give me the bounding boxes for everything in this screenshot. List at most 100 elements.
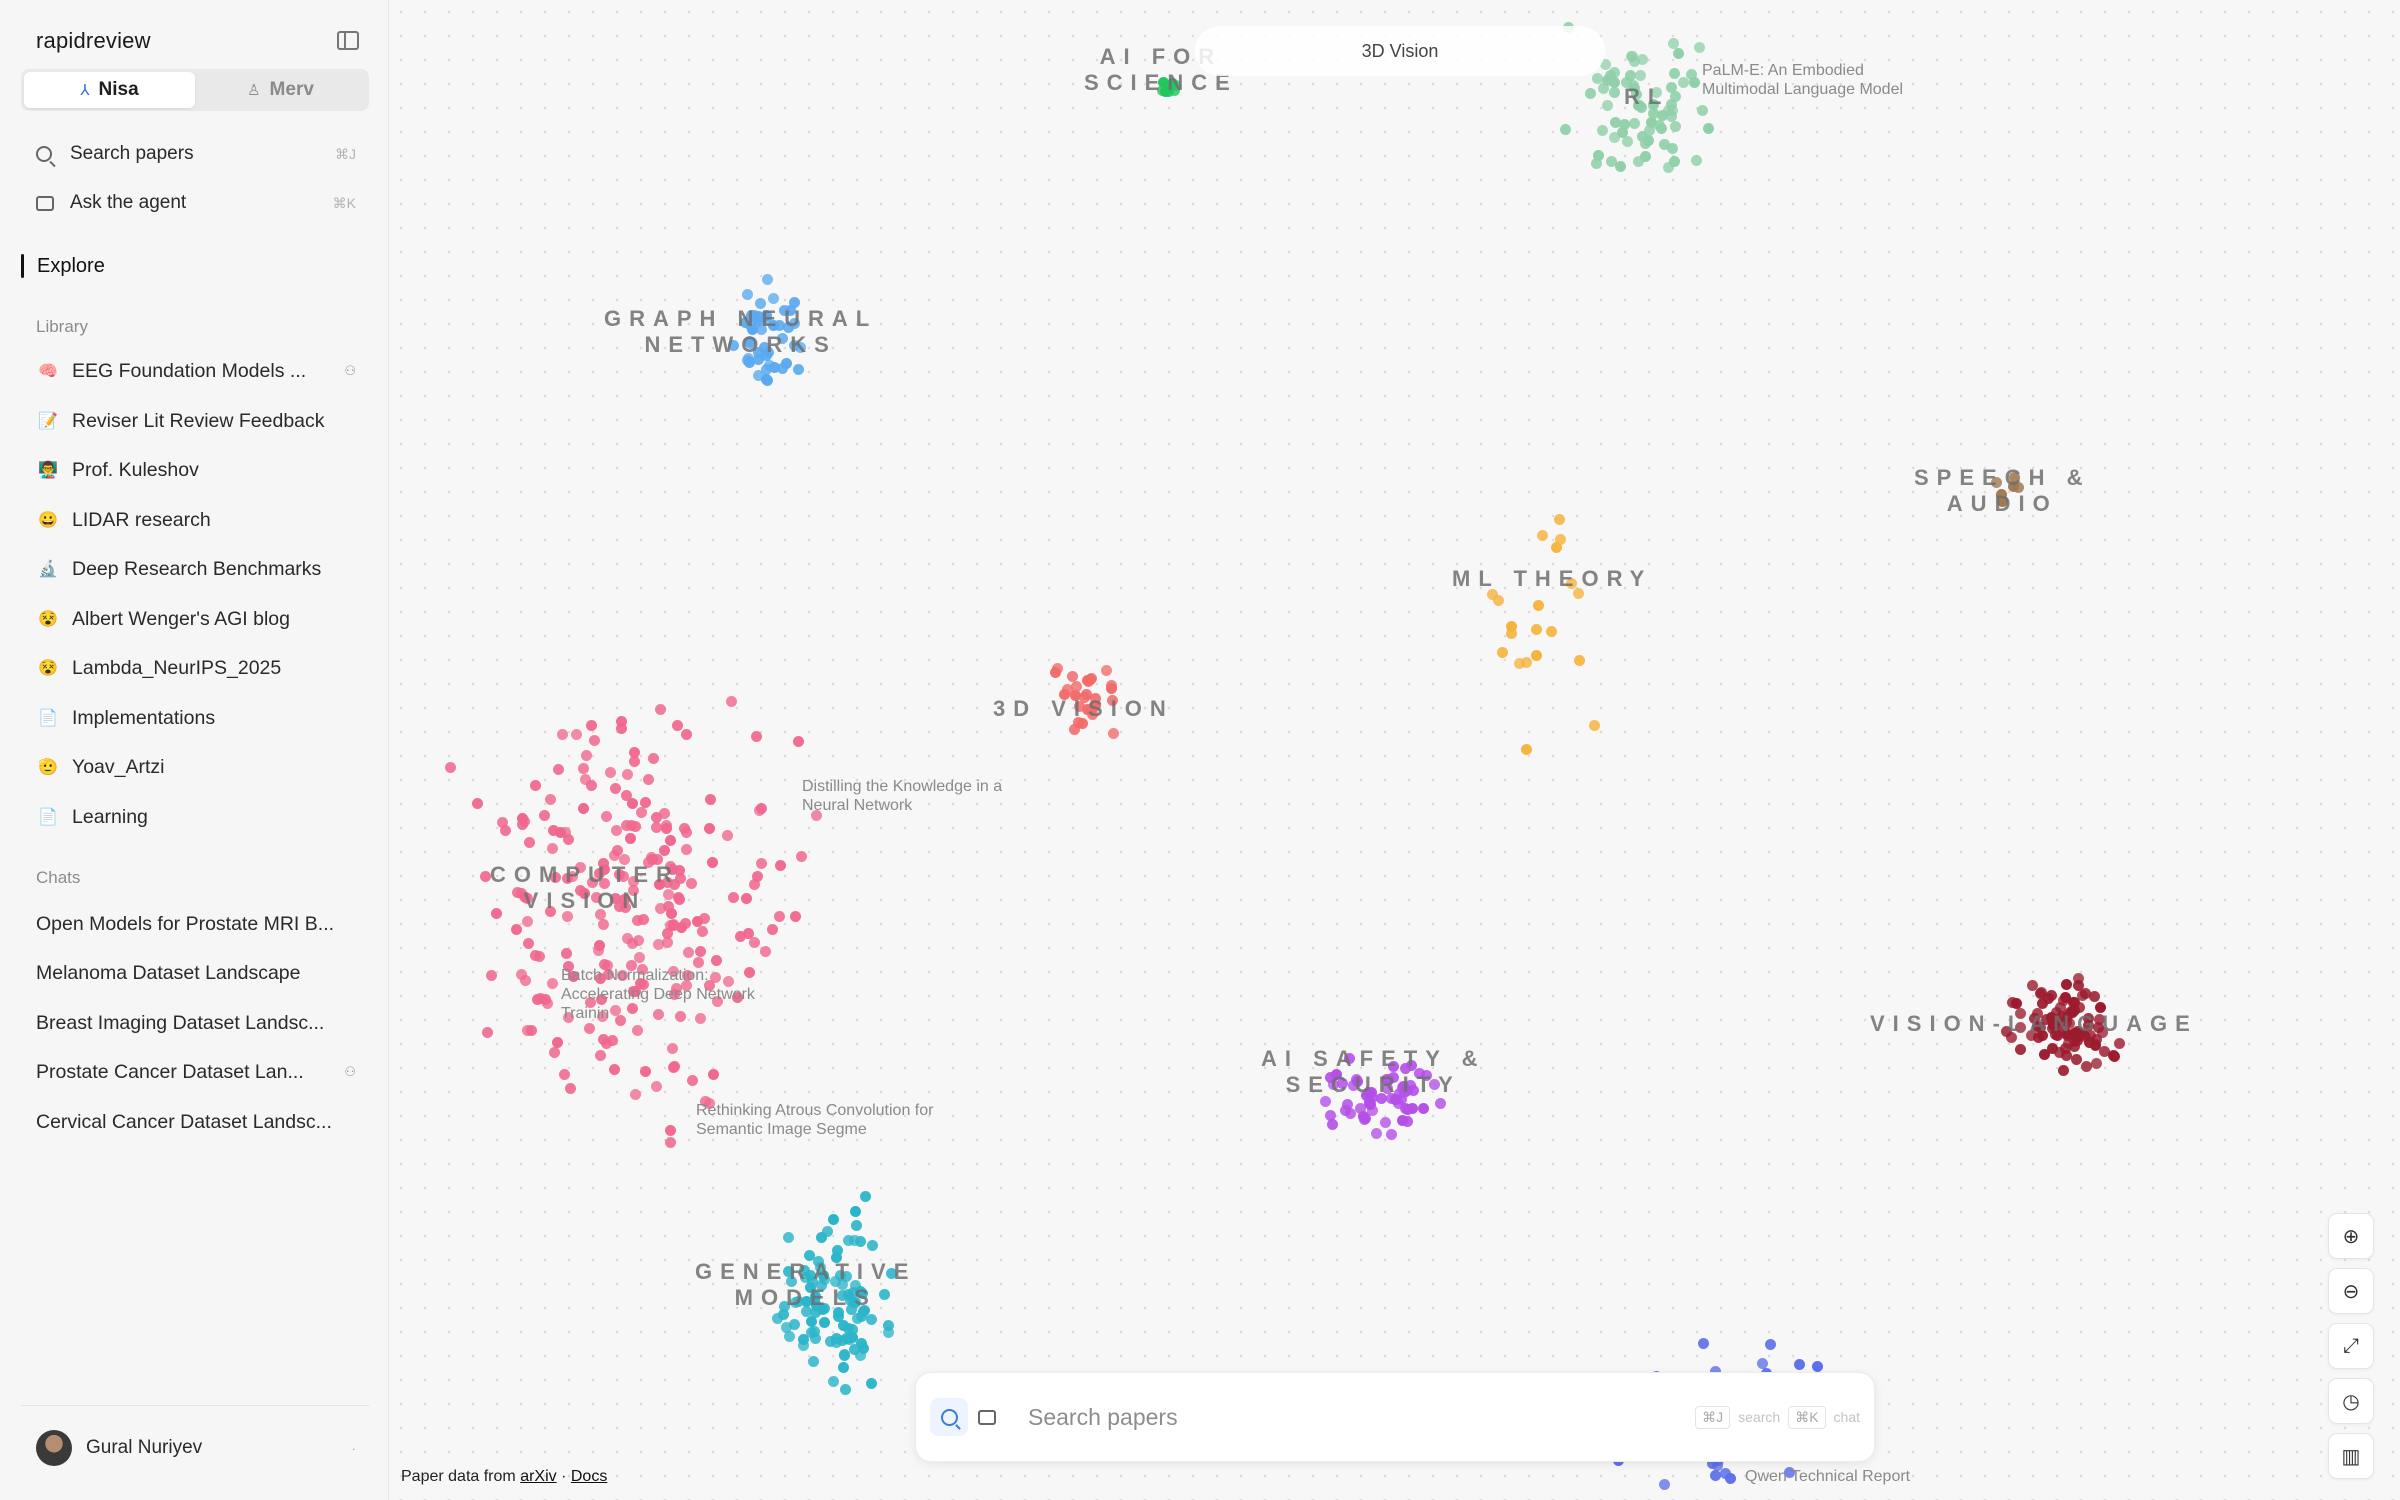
paper-point-ai-safety[interactable] — [1344, 1053, 1355, 1064]
paper-point-computer-vision[interactable] — [552, 1037, 563, 1048]
paper-point-generative-models[interactable] — [801, 1296, 812, 1307]
paper-point-graph-neural-networks[interactable] — [785, 305, 796, 316]
paper-point-computer-vision[interactable] — [659, 808, 670, 819]
paper-point-graph-neural-networks[interactable] — [781, 358, 792, 369]
paper-point-3d-vision[interactable] — [1090, 693, 1101, 704]
paper-point-computer-vision[interactable] — [627, 1003, 638, 1014]
paper-point-vision-language[interactable] — [2029, 1013, 2040, 1024]
paper-point-ai-safety[interactable] — [1414, 1068, 1425, 1079]
paper-point-computer-vision[interactable] — [584, 1023, 595, 1034]
paper-point-computer-vision[interactable] — [594, 868, 605, 879]
paper-point-rl[interactable] — [1689, 77, 1700, 88]
paper-point-rl[interactable] — [1673, 48, 1684, 59]
paper-point-computer-vision[interactable] — [665, 1137, 676, 1148]
paper-point-graph-neural-networks[interactable] — [768, 293, 779, 304]
paper-point-generative-models[interactable] — [813, 1256, 824, 1267]
paper-point-computer-vision[interactable] — [601, 811, 612, 822]
paper-point-graph-neural-networks[interactable] — [774, 320, 785, 331]
paper-point-computer-vision[interactable] — [616, 723, 627, 734]
paper-point-computer-vision[interactable] — [651, 812, 662, 823]
paper-point-3d-vision[interactable] — [1050, 667, 1061, 678]
paper-point-computer-vision[interactable] — [500, 825, 511, 836]
paper-point-3d-vision[interactable] — [1101, 665, 1112, 676]
history-button[interactable]: ◷ — [2328, 1378, 2374, 1424]
paper-point-rl[interactable] — [1691, 155, 1702, 166]
paper-point-ai-safety[interactable] — [1408, 1085, 1419, 1096]
paper-point-computer-vision[interactable] — [756, 803, 767, 814]
paper-point-rl[interactable] — [1654, 120, 1665, 131]
paper-point-computer-vision[interactable] — [722, 830, 733, 841]
paper-point-rl[interactable] — [1617, 127, 1628, 138]
paper-point-vision-language[interactable] — [2054, 1047, 2065, 1058]
paper-point-computer-vision[interactable] — [622, 769, 633, 780]
paper-point-vision-language[interactable] — [2109, 1051, 2120, 1062]
paper-point-rl[interactable] — [1668, 38, 1679, 49]
paper-point-rl[interactable] — [1646, 117, 1657, 128]
paper-point-computer-vision[interactable] — [480, 871, 491, 882]
paper-point-computer-vision[interactable] — [662, 877, 673, 888]
paper-point-3d-vision[interactable] — [1108, 728, 1119, 739]
sidebar-toggle-icon[interactable] — [337, 31, 359, 50]
paper-point-computer-vision[interactable] — [549, 1047, 560, 1058]
paper-point-rl[interactable] — [1666, 82, 1677, 93]
paper-point-computer-vision[interactable] — [674, 894, 685, 905]
paper-point-computer-vision[interactable] — [708, 1069, 719, 1080]
paper-point-computer-vision[interactable] — [663, 889, 674, 900]
paper-point-ai-safety[interactable] — [1394, 1088, 1405, 1099]
paper-point-computer-vision[interactable] — [622, 933, 633, 944]
paper-point-computer-vision[interactable] — [707, 857, 718, 868]
paper-point-generative-models[interactable] — [800, 1272, 811, 1283]
paper-point-3d-vision[interactable] — [1106, 680, 1117, 691]
user-menu[interactable]: Gural Nuriyev · — [36, 1430, 356, 1466]
paper-point-rl[interactable] — [1670, 121, 1681, 132]
paper-point-generative-models[interactable] — [833, 1307, 844, 1318]
paper-point-computer-vision[interactable] — [579, 888, 590, 899]
paper-point-generative-models[interactable] — [867, 1240, 878, 1251]
paper-point-computer-vision[interactable] — [609, 1064, 620, 1075]
paper-point-computer-vision[interactable] — [723, 976, 734, 987]
paper-point-computer-vision[interactable] — [589, 735, 600, 746]
paper-point-generative-models[interactable] — [847, 1332, 858, 1343]
paper-point-ai-safety[interactable] — [1320, 1096, 1331, 1107]
paper-point-3d-vision[interactable] — [1085, 674, 1096, 685]
paper-point-generative-models[interactable] — [772, 1313, 783, 1324]
paper-point-computer-vision[interactable] — [563, 834, 574, 845]
paper-point-vision-language[interactable] — [2090, 1039, 2101, 1050]
paper-point-llm[interactable] — [1794, 1359, 1805, 1370]
paper-point-rl[interactable] — [1560, 124, 1571, 135]
paper-point-computer-vision[interactable] — [667, 1043, 678, 1054]
paper-point-computer-vision[interactable] — [669, 1061, 680, 1072]
paper-point-ai-safety[interactable] — [1400, 1063, 1411, 1074]
paper-point-computer-vision[interactable] — [653, 939, 664, 950]
paper-point-generative-models[interactable] — [818, 1270, 829, 1281]
paper-point-graph-neural-networks[interactable] — [789, 340, 800, 351]
paper-point-generative-models[interactable] — [866, 1378, 877, 1389]
paper-point-rl[interactable] — [1669, 68, 1680, 79]
paper-point-computer-vision[interactable] — [599, 959, 610, 970]
paper-point-computer-vision[interactable] — [523, 938, 534, 949]
zoom-out-button[interactable]: ⊖ — [2328, 1268, 2374, 1314]
paper-point-computer-vision[interactable] — [667, 864, 678, 875]
paper-point-rl[interactable] — [1615, 161, 1626, 172]
paper-point-ai-safety[interactable] — [1365, 1099, 1376, 1110]
paper-point-vision-language[interactable] — [2080, 988, 2091, 999]
paper-point-vision-language[interactable] — [2039, 1049, 2050, 1060]
paper-point-generative-models[interactable] — [779, 1301, 790, 1312]
paper-point-computer-vision[interactable] — [587, 877, 598, 888]
paper-point-computer-vision[interactable] — [633, 935, 644, 946]
paper-point-computer-vision[interactable] — [681, 844, 692, 855]
paper-point-computer-vision[interactable] — [811, 810, 822, 821]
paper-point-ai-safety[interactable] — [1348, 1080, 1359, 1091]
paper-point-ai-for-science[interactable] — [1158, 77, 1169, 88]
chat-item[interactable]: Breast Imaging Dataset Landsc... — [36, 1009, 356, 1037]
library-item[interactable]: 🫡 Yoav_Artzi — [36, 753, 356, 781]
paper-point-computer-vision[interactable] — [735, 931, 746, 942]
paper-point-generative-models[interactable] — [883, 1327, 894, 1338]
paper-point-computer-vision[interactable] — [580, 774, 591, 785]
paper-point-vision-language[interactable] — [2058, 1065, 2069, 1076]
paper-point-vision-language[interactable] — [2069, 1041, 2080, 1052]
paper-point-generative-models[interactable] — [805, 1282, 816, 1293]
paper-point-computer-vision[interactable] — [610, 783, 621, 794]
paper-point-computer-vision[interactable] — [630, 1089, 641, 1100]
paper-point-vision-language[interactable] — [2091, 1058, 2102, 1069]
